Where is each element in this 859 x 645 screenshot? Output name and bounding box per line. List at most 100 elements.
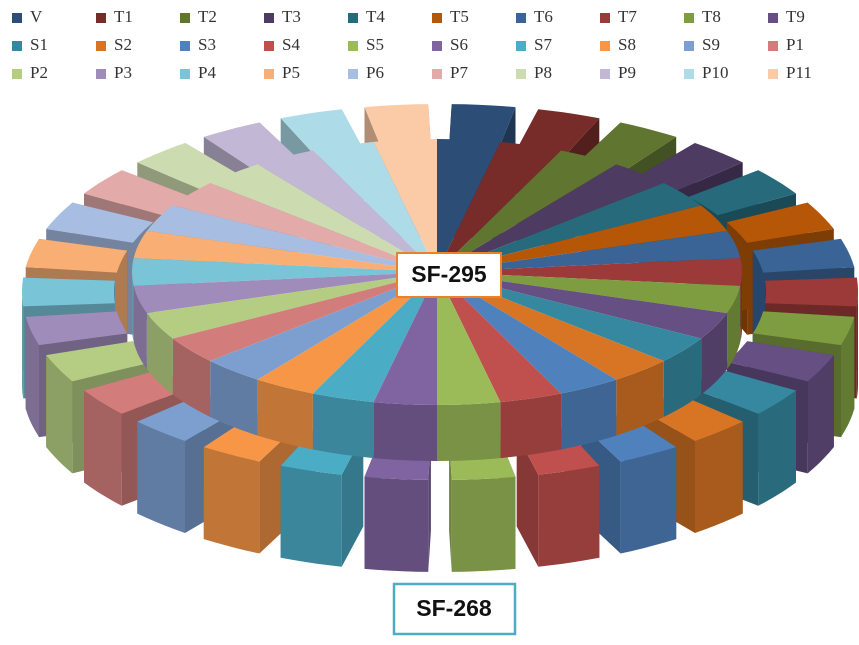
legend-swatch bbox=[12, 41, 22, 51]
slice-side bbox=[807, 355, 834, 474]
legend-label: T1 bbox=[114, 7, 133, 26]
slice-side bbox=[500, 393, 562, 459]
slice bbox=[133, 272, 437, 314]
slice-side bbox=[516, 434, 539, 567]
legend-swatch bbox=[684, 69, 694, 79]
legend-swatch bbox=[684, 13, 694, 23]
slice bbox=[46, 202, 154, 243]
slice bbox=[146, 205, 437, 272]
legend-swatch bbox=[264, 41, 274, 51]
slice bbox=[137, 143, 242, 191]
slice-side bbox=[841, 316, 855, 438]
slice bbox=[172, 183, 437, 272]
legend-label: T3 bbox=[282, 7, 301, 26]
slice-side bbox=[364, 476, 429, 572]
slice bbox=[765, 277, 858, 307]
legend-swatch bbox=[768, 41, 778, 51]
legend-label: P10 bbox=[702, 63, 728, 82]
slice-side bbox=[740, 272, 742, 342]
slice-side bbox=[373, 402, 437, 461]
legend-label: T8 bbox=[702, 7, 721, 26]
legend-label: V bbox=[30, 7, 43, 26]
slice bbox=[437, 272, 664, 380]
slice bbox=[210, 272, 437, 380]
slice bbox=[437, 183, 702, 272]
legend-swatch bbox=[432, 69, 442, 79]
slice bbox=[726, 341, 834, 382]
slice bbox=[437, 272, 741, 314]
slice bbox=[752, 238, 855, 273]
label-box bbox=[392, 582, 517, 636]
slice bbox=[210, 164, 437, 272]
slice bbox=[516, 109, 600, 157]
legend-swatch bbox=[264, 13, 274, 23]
slice bbox=[132, 258, 437, 286]
legend-swatch bbox=[516, 69, 526, 79]
legend-label: S2 bbox=[114, 35, 132, 54]
slice-side bbox=[538, 465, 600, 567]
slice bbox=[437, 272, 501, 405]
slice bbox=[172, 272, 437, 361]
slice-side bbox=[133, 285, 147, 370]
legend-label: P7 bbox=[450, 63, 468, 82]
slice-side bbox=[203, 447, 260, 554]
legend-label: T9 bbox=[786, 7, 805, 26]
slice bbox=[203, 122, 300, 171]
legend-label: S4 bbox=[282, 35, 300, 54]
legend-swatch bbox=[684, 41, 694, 51]
slice bbox=[25, 238, 128, 273]
legend-label: P11 bbox=[786, 63, 812, 82]
slice-side bbox=[280, 465, 342, 567]
label-box bbox=[396, 252, 502, 298]
slice-side bbox=[172, 338, 211, 417]
slice-side bbox=[758, 390, 796, 506]
slice bbox=[437, 272, 702, 361]
slice-side bbox=[727, 285, 741, 370]
legend-label: P4 bbox=[198, 63, 216, 82]
slice-side bbox=[46, 355, 73, 474]
slice bbox=[373, 272, 437, 405]
slice bbox=[688, 170, 796, 216]
legend-label: S9 bbox=[702, 35, 720, 54]
slice-side bbox=[856, 292, 858, 399]
slice bbox=[449, 104, 516, 148]
slice bbox=[84, 170, 192, 216]
legend-label: T6 bbox=[534, 7, 553, 26]
slice bbox=[22, 277, 115, 307]
legend-label: T2 bbox=[198, 7, 217, 26]
slice-side bbox=[451, 476, 516, 572]
slice bbox=[146, 272, 437, 339]
legend-swatch bbox=[600, 69, 610, 79]
slice-side bbox=[616, 361, 664, 436]
slice bbox=[580, 122, 677, 171]
slice bbox=[257, 272, 437, 394]
legend-label: S3 bbox=[198, 35, 216, 54]
legend-swatch bbox=[348, 69, 358, 79]
legend-label: S1 bbox=[30, 35, 48, 54]
slice bbox=[437, 139, 501, 272]
legend-label: P2 bbox=[30, 63, 48, 82]
slice-side bbox=[428, 438, 431, 572]
legend-swatch bbox=[180, 41, 190, 51]
legend-label: S5 bbox=[366, 35, 384, 54]
legend-label: S6 bbox=[450, 35, 468, 54]
slice-side bbox=[449, 438, 452, 572]
legend-label: P9 bbox=[618, 63, 636, 82]
slice bbox=[437, 164, 664, 272]
slice-side bbox=[437, 402, 501, 461]
slice-side bbox=[22, 292, 24, 399]
slice bbox=[752, 311, 855, 346]
legend-swatch bbox=[768, 69, 778, 79]
slice-side bbox=[701, 313, 728, 395]
legend: V T1 T2 T3 T4 T5 T6 T7 T8 T9 S1 S2 S3 S4 S5 S6 S7 S8 S9 P1 P… bbox=[12, 7, 812, 82]
legend-swatch bbox=[96, 69, 106, 79]
slice-side bbox=[695, 421, 743, 533]
slice bbox=[133, 230, 437, 272]
slice-side bbox=[25, 316, 39, 438]
slice bbox=[46, 341, 154, 382]
legend-label: T7 bbox=[618, 7, 637, 26]
slice bbox=[280, 109, 364, 157]
slice-side bbox=[210, 361, 258, 436]
legend-label: P5 bbox=[282, 63, 300, 82]
